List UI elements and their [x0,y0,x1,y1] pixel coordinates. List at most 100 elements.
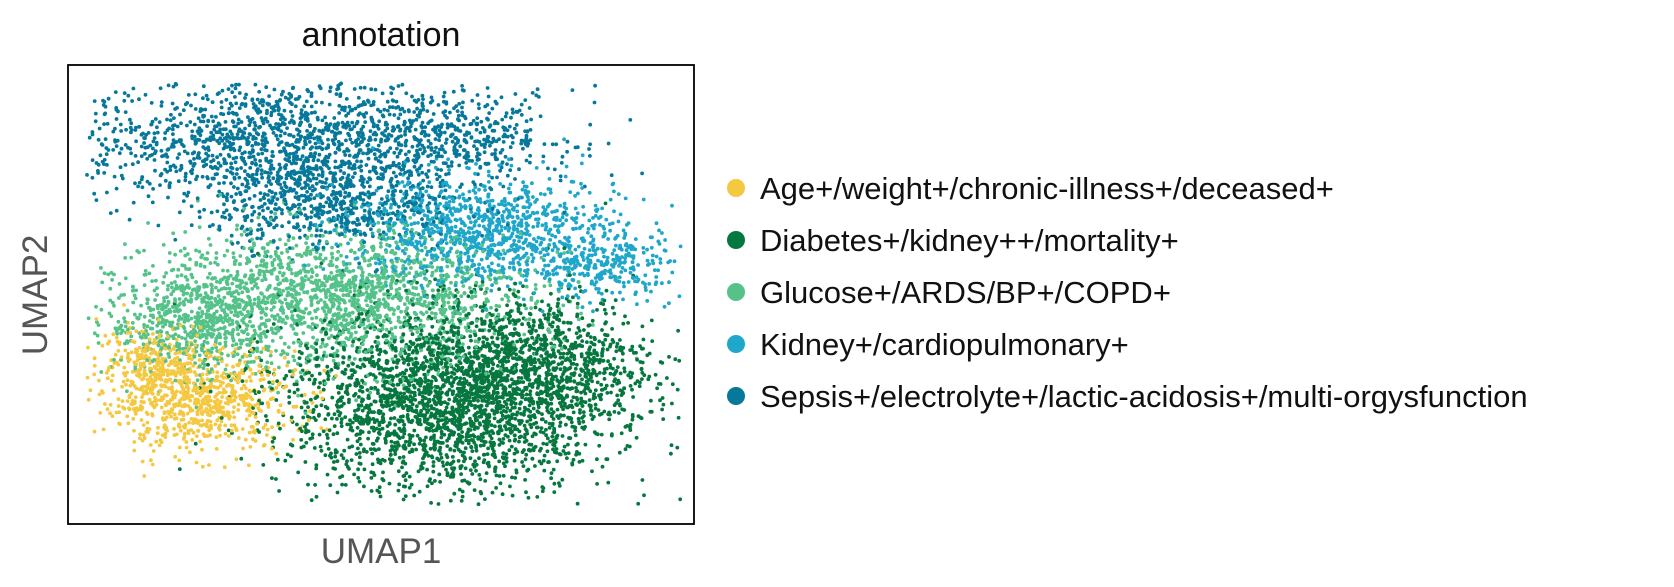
data-point [97,126,102,131]
data-point [345,459,349,463]
data-point [352,472,356,477]
data-point [487,173,491,178]
data-point [196,116,201,121]
data-point [313,110,317,115]
data-point [166,299,171,304]
data-point [341,360,345,365]
data-point [463,325,468,330]
data-point [540,271,544,276]
data-point [513,92,518,96]
data-point [451,474,455,479]
data-point [476,502,481,507]
data-point [358,285,363,289]
data-point [332,116,337,120]
data-point [225,268,230,273]
data-point [511,111,515,115]
data-point [555,313,560,318]
data-point [233,95,237,99]
data-point [194,280,199,284]
data-point [316,173,321,177]
data-point [230,343,235,348]
data-point [355,425,360,430]
data-point [282,122,287,126]
data-point [165,287,170,292]
data-point [657,228,661,233]
data-point [231,364,235,369]
data-point [260,103,265,108]
data-point [147,181,152,186]
data-point [603,337,608,342]
data-point [549,407,554,411]
data-point [447,286,451,291]
data-point [542,142,547,147]
data-point [610,305,615,310]
data-point [510,107,515,112]
data-point [114,329,119,333]
data-point [451,314,455,319]
data-point [209,114,214,119]
data-point [580,305,585,310]
data-point [235,167,240,172]
data-point [444,453,449,457]
data-point [378,281,383,286]
data-point [99,266,103,270]
data-point [509,203,514,207]
data-point [368,177,373,182]
data-point [426,169,431,173]
data-point [403,209,407,214]
data-point [137,345,142,350]
data-point [440,418,444,422]
data-point [214,256,219,260]
data-point [139,177,144,182]
data-point [322,300,327,305]
data-point [150,320,155,325]
data-point [269,361,274,366]
data-point [623,447,628,452]
data-point [470,264,474,269]
data-point [209,159,214,164]
data-point [359,267,364,271]
data-point [451,346,456,351]
data-point [320,220,324,225]
data-point [538,114,543,119]
data-point [563,278,568,283]
data-point [352,87,357,91]
data-point [520,460,524,464]
data-point [259,147,264,152]
data-point [396,469,401,474]
data-point [578,334,583,338]
data-point [129,121,134,126]
data-point [618,371,623,376]
data-point [117,282,122,286]
data-point [438,191,443,195]
data-point [244,417,249,421]
data-point [524,392,529,397]
data-point [210,176,215,181]
data-point [362,208,367,213]
data-point [420,186,425,191]
data-point [471,235,475,239]
data-point [580,339,585,343]
data-point [389,416,393,421]
data-point [533,464,537,468]
data-point [190,438,195,442]
data-point [585,351,589,355]
data-point [276,390,280,395]
data-point [328,230,333,235]
data-point [376,391,380,396]
data-point [199,346,204,351]
data-point [581,258,586,262]
data-point [314,350,319,355]
data-point [516,376,521,380]
data-point [283,242,288,247]
data-point [391,160,396,165]
data-point [463,446,468,451]
data-point [400,199,405,203]
data-point [371,425,376,430]
data-point [566,451,571,455]
data-point [234,227,239,232]
data-point [285,363,289,368]
data-point [271,176,276,181]
data-point [467,351,472,356]
data-point [559,346,564,351]
